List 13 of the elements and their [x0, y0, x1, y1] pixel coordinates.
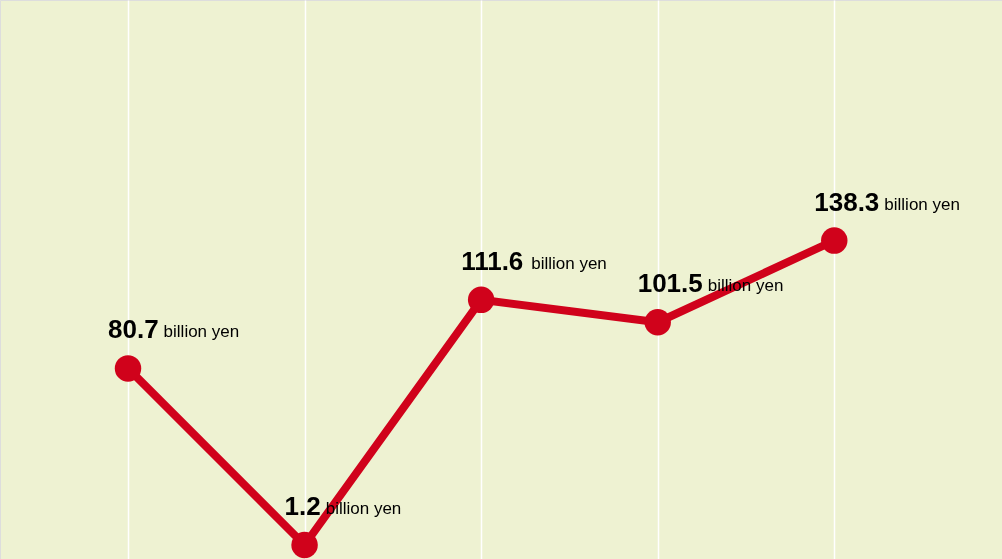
text: billion yen: [884, 194, 960, 214]
annotation: billion yen: [531, 253, 607, 273]
data-label: 80.7: [108, 314, 159, 345]
data-label: 1.2: [284, 490, 321, 521]
point: [291, 531, 318, 559]
point: [644, 309, 671, 336]
data-label: 111.6: [461, 245, 524, 276]
data-label: 138.3: [814, 186, 880, 217]
annotation: billion yen: [163, 322, 240, 342]
data-label: 101.5: [637, 268, 703, 299]
point: [114, 355, 142, 382]
point: [821, 227, 848, 254]
point: [467, 286, 495, 314]
